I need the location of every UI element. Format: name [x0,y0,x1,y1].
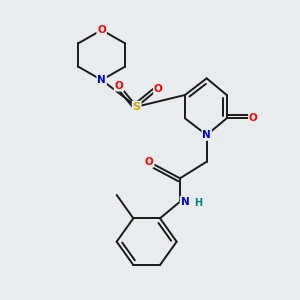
Text: O: O [154,84,163,94]
Text: N: N [202,130,211,140]
Text: N: N [181,197,189,207]
Text: O: O [249,113,258,123]
Text: N: N [97,75,106,85]
Text: H: H [194,198,202,208]
Text: O: O [97,25,106,35]
Text: S: S [133,102,141,112]
Text: O: O [145,157,153,167]
Text: O: O [115,81,123,91]
